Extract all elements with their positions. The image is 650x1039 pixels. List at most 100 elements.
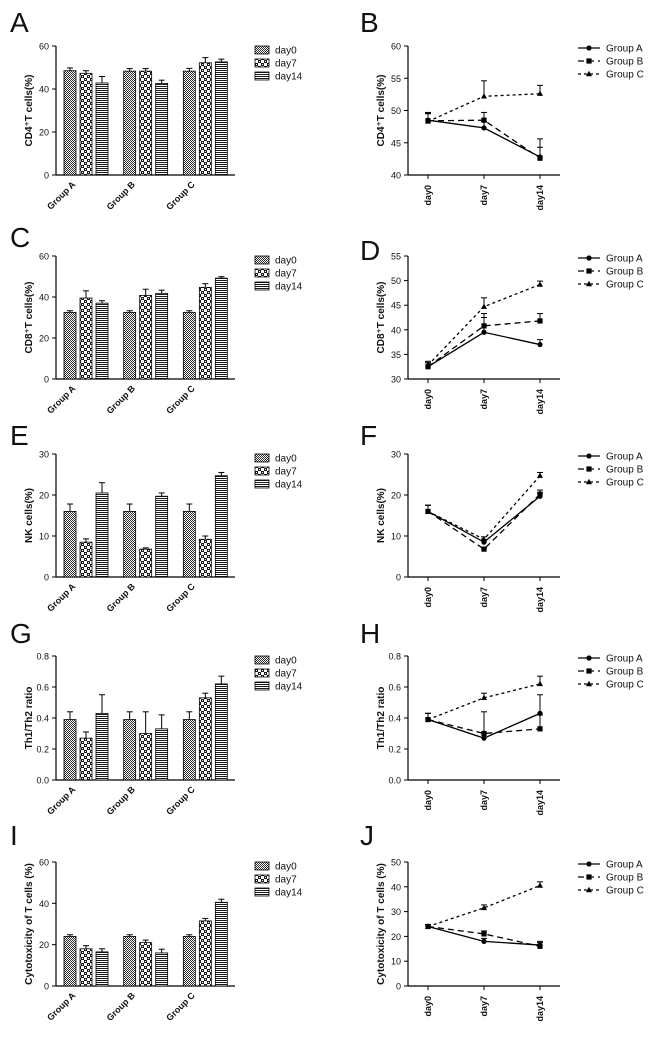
- data-point: [481, 323, 487, 329]
- x-tick-label: day0: [423, 587, 433, 608]
- y-axis-title: NK cells(%): [24, 488, 35, 543]
- bar-day14: [95, 712, 109, 781]
- legend-swatch-day0: [254, 861, 270, 871]
- y-tick-label: 30: [39, 450, 49, 460]
- y-axis-title: NK cells(%): [376, 488, 387, 543]
- panel-label: B: [360, 7, 379, 38]
- data-point: [425, 118, 431, 124]
- panel-label: H: [360, 618, 380, 649]
- bar-day7: [139, 733, 153, 781]
- legend-label: day7: [275, 269, 297, 280]
- bar-day14: [95, 951, 109, 987]
- legend-label: Group B: [606, 873, 644, 884]
- x-tick-label: Group B: [105, 990, 138, 1023]
- legend-label: Group B: [606, 267, 644, 278]
- legend-label: Group B: [606, 465, 644, 476]
- y-axis-title: CD4⁺T cells(%): [376, 75, 387, 147]
- x-tick-label: day14: [535, 587, 545, 613]
- data-point: [537, 341, 543, 348]
- legend-swatch-day14: [254, 479, 270, 489]
- bar-day14: [214, 683, 228, 781]
- y-tick-label: 50: [391, 858, 401, 868]
- legend-marker: [586, 886, 592, 893]
- x-tick-label: day14: [535, 790, 545, 816]
- series-line-Group B: [427, 718, 541, 735]
- legend-marker: [586, 680, 592, 687]
- y-tick-label: 60: [39, 252, 49, 262]
- bar-day0: [182, 510, 196, 578]
- data-point: [425, 923, 431, 929]
- panel-label: I: [10, 820, 18, 851]
- legend-swatch-day0: [254, 255, 270, 265]
- data-point: [481, 546, 487, 552]
- y-tick-label: 20: [39, 128, 49, 138]
- x-tick-label: day7: [479, 185, 489, 206]
- y-tick-label: 0: [44, 375, 49, 385]
- data-point: [481, 730, 487, 737]
- panel-label: J: [360, 820, 374, 851]
- series-line-Group A: [427, 331, 541, 368]
- x-tick-label: Group B: [105, 784, 138, 817]
- legend-swatch-day0: [254, 655, 270, 665]
- panel-a: A 0 20 40 60 CD4⁺T cells(%) Group A Group B Grou…: [10, 7, 303, 212]
- legend-label: day14: [275, 282, 303, 293]
- legend-label: day14: [275, 682, 303, 693]
- bar-day14: [155, 728, 169, 781]
- data-point: [537, 472, 543, 478]
- bar-day7: [79, 737, 93, 781]
- x-tick-label: Group A: [45, 383, 78, 416]
- x-tick-label: Group C: [164, 383, 197, 416]
- bar-day0: [123, 719, 137, 781]
- bar-day7: [139, 942, 153, 987]
- panel-j: J 0 10 20 30 40 50 Cytotoxicity of T cells (%) d…: [360, 820, 644, 1022]
- bar-day14: [155, 495, 169, 578]
- legend-swatch-day0: [254, 453, 270, 463]
- bar-day0: [63, 70, 77, 176]
- y-tick-label: 45: [391, 301, 401, 311]
- y-tick-label: 50: [391, 276, 401, 286]
- y-tick-label: 0.0: [388, 776, 401, 786]
- bar-day7: [198, 62, 212, 176]
- legend-marker: [586, 655, 592, 661]
- bar-day14: [155, 83, 169, 176]
- legend-swatch-day7: [254, 268, 270, 278]
- x-tick-label: Group A: [45, 784, 78, 817]
- x-tick-label: day14: [535, 185, 545, 211]
- y-axis-title: Cytotoxicity of T cells (%): [376, 863, 387, 985]
- x-tick-label: Group C: [164, 990, 197, 1023]
- data-point: [481, 93, 487, 99]
- legend-marker: [586, 268, 592, 274]
- y-tick-label: 40: [39, 85, 49, 95]
- panel-d: D 30 35 40 45 50 55 CD8⁺T cells(%) day0 day7 day14…: [360, 235, 644, 415]
- y-tick-label: 20: [39, 334, 49, 344]
- bar-day0: [182, 719, 196, 781]
- legend-label: Group A: [606, 654, 643, 665]
- y-tick-label: 0.6: [388, 683, 401, 693]
- x-tick-label: day7: [479, 389, 489, 410]
- data-point: [481, 536, 487, 542]
- y-axis-title: Th1/Th2 ratio: [376, 687, 387, 750]
- data-point: [481, 904, 487, 911]
- legend-swatch-day14: [254, 71, 270, 81]
- bar-day14: [155, 292, 169, 380]
- y-tick-label: 0.0: [36, 776, 49, 786]
- panel-label: A: [10, 7, 29, 38]
- legend-label: day0: [275, 454, 297, 465]
- y-tick-label: 20: [391, 491, 401, 501]
- legend-marker: [586, 478, 592, 485]
- x-tick-label: day0: [423, 790, 433, 811]
- bar-day14: [214, 61, 228, 176]
- y-tick-label: 0.6: [36, 683, 49, 693]
- bar-day7: [79, 297, 93, 380]
- legend-marker: [586, 861, 592, 867]
- panel-b: B 40 45 50 55 60 CD4⁺T cells(%) day0 day7 day14 Gr…: [360, 7, 644, 211]
- y-tick-label: 0: [44, 171, 49, 181]
- series-line-Group B: [427, 925, 541, 947]
- x-tick-label: Group A: [45, 990, 78, 1023]
- data-point: [537, 726, 543, 732]
- x-tick-label: Group B: [105, 383, 138, 416]
- bar-day0: [182, 311, 196, 380]
- data-point: [425, 508, 431, 514]
- y-tick-label: 20: [39, 491, 49, 501]
